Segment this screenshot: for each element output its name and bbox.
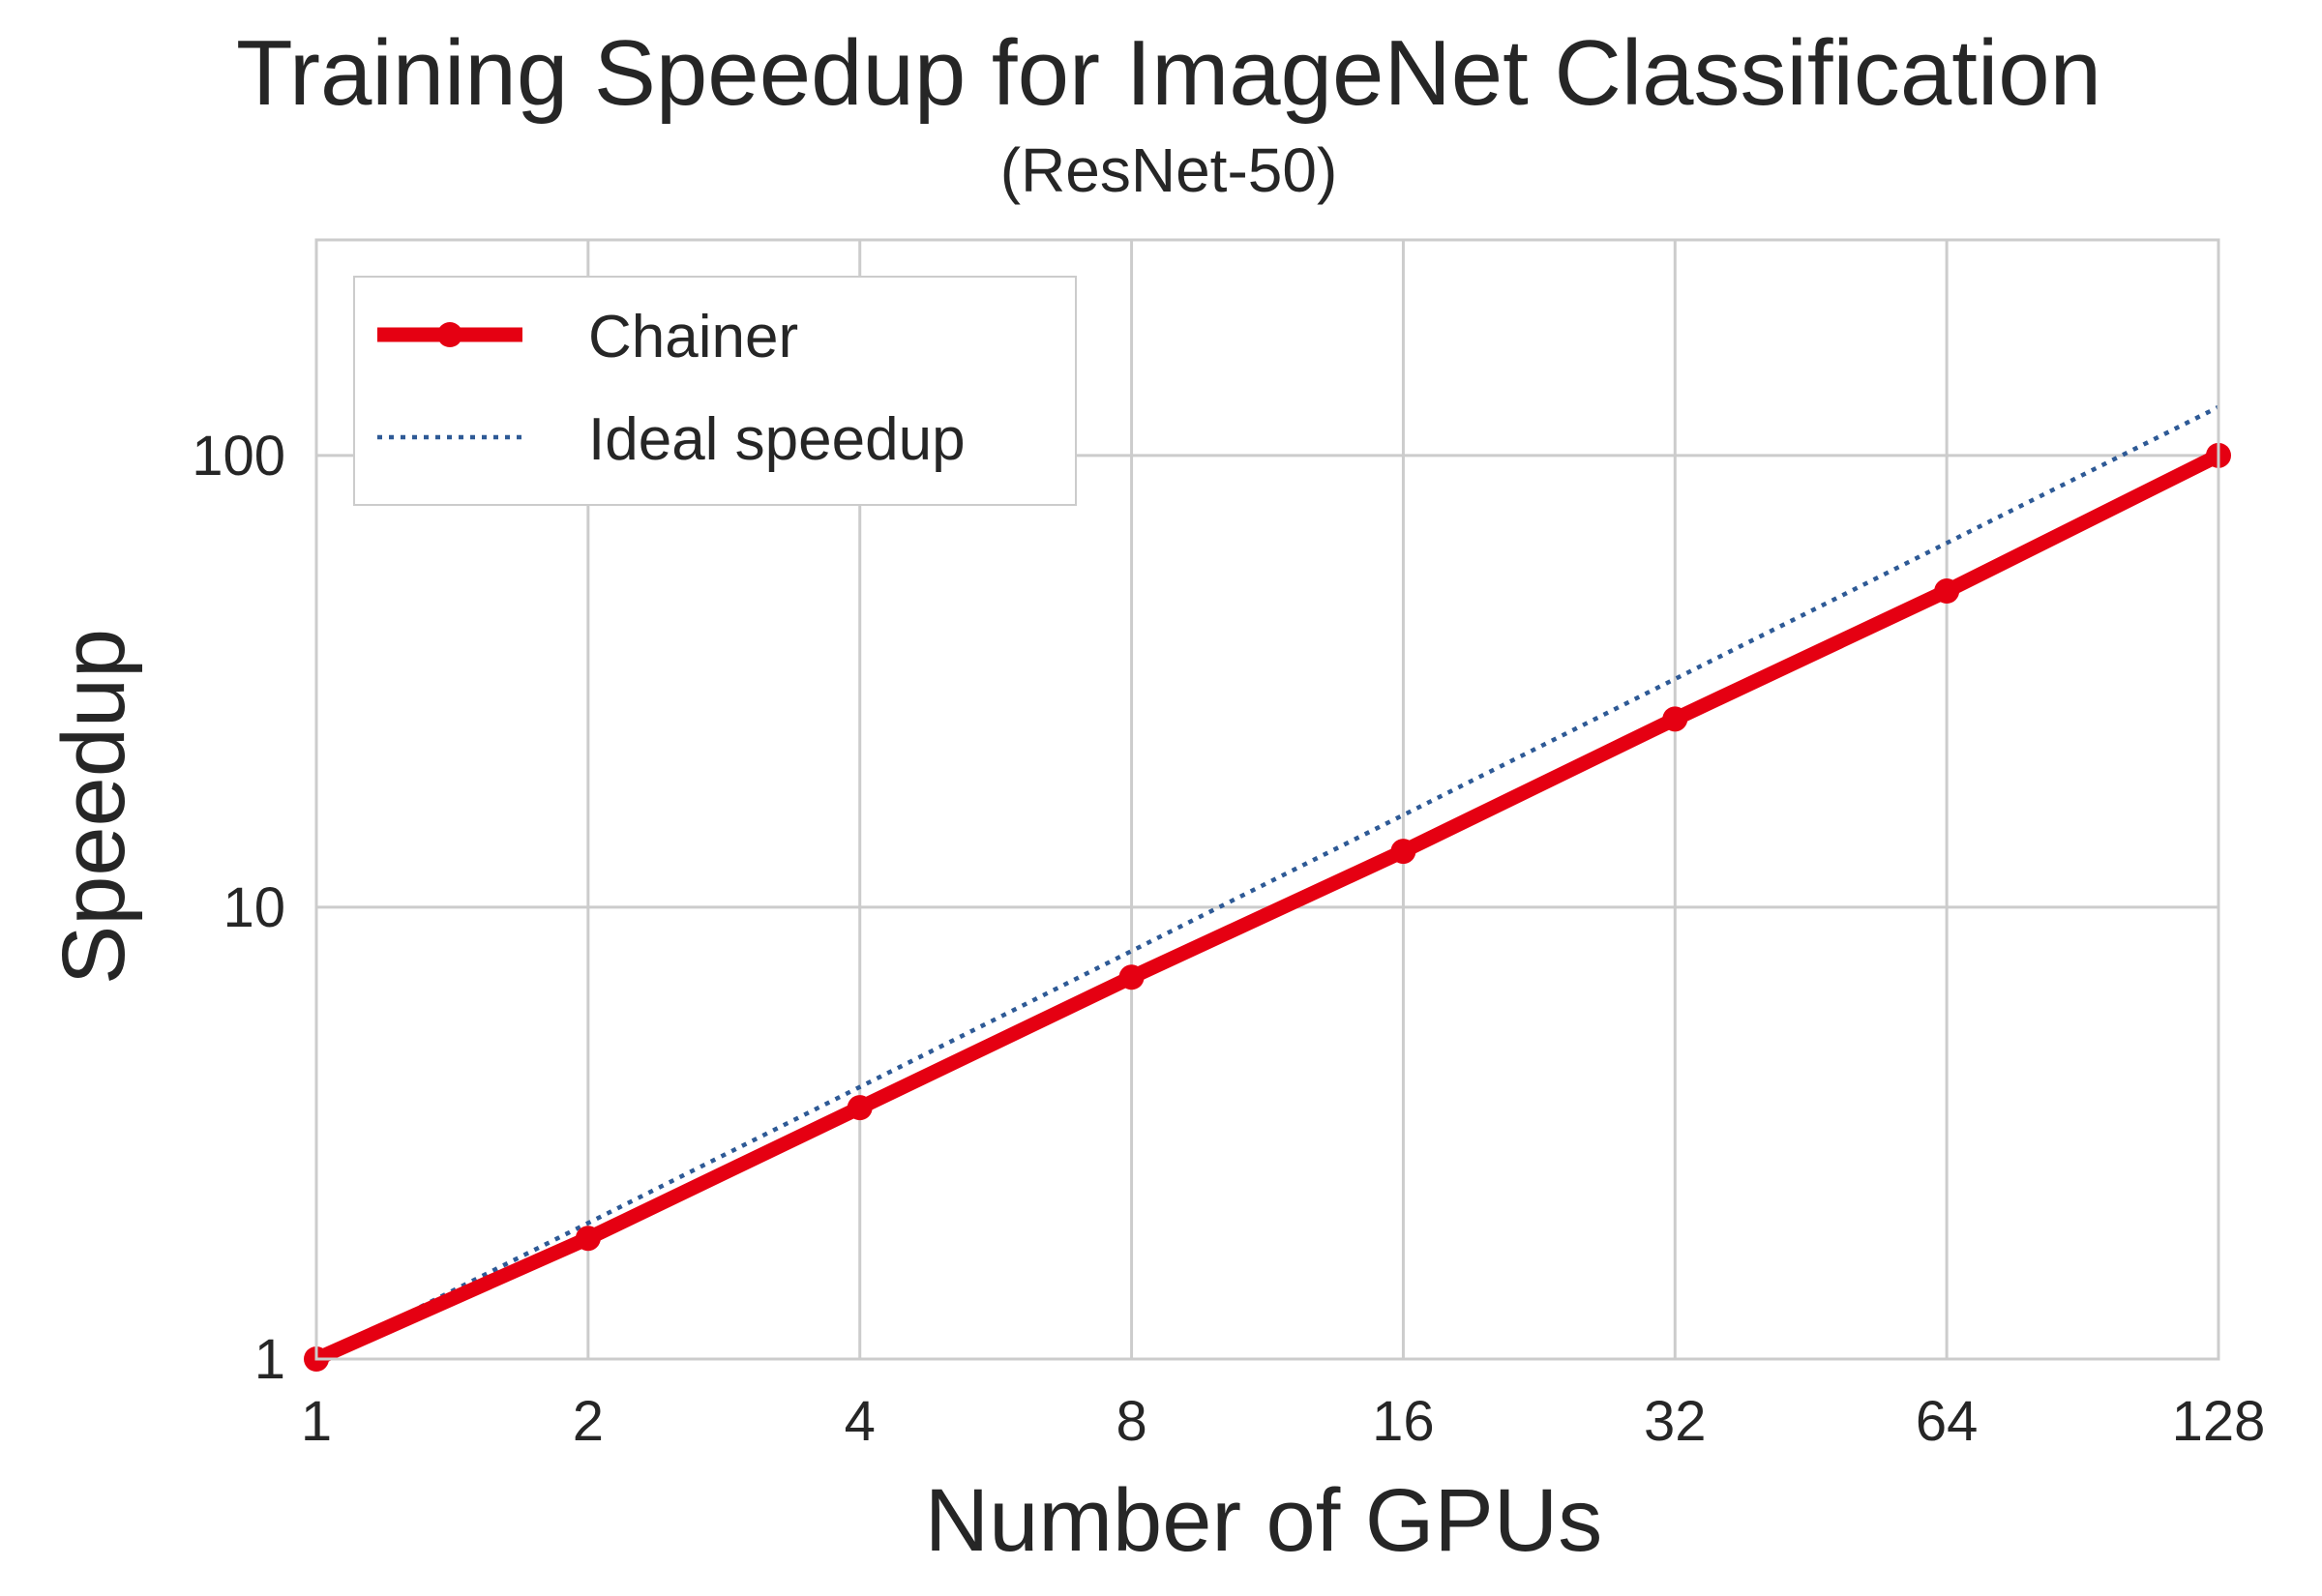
- x-tick-label: 32: [1644, 1390, 1707, 1453]
- x-axis-label: Number of GPUs: [925, 1471, 1602, 1570]
- legend-box: [353, 276, 1077, 506]
- x-tick-label: 16: [1372, 1390, 1435, 1453]
- x-tick-label: 128: [2172, 1390, 2266, 1453]
- y-tick-label: 100: [192, 425, 285, 488]
- y-axis-label: Speedup: [45, 629, 143, 985]
- series-line-ideal-speedup: [314, 404, 2220, 1362]
- x-tick-label: 2: [573, 1390, 604, 1453]
- x-tick-label: 4: [845, 1390, 876, 1453]
- y-tick-label: 1: [254, 1328, 285, 1391]
- y-tick-labels: 1 10 100: [192, 425, 285, 1391]
- chainer-point: [1390, 839, 1416, 865]
- legend-label-chainer: Chainer: [588, 304, 798, 370]
- x-tick-labels: 1 2 4 8 16 32 64 128: [301, 1390, 2266, 1453]
- chainer-point: [1118, 964, 1145, 990]
- legend-label-ideal: Ideal speedup: [588, 406, 966, 473]
- y-tick-label: 10: [223, 876, 285, 939]
- series-layer: [304, 404, 2231, 1372]
- chainer-point: [575, 1226, 601, 1252]
- legend-marker-chainer: [437, 322, 462, 347]
- x-tick-label: 8: [1116, 1390, 1146, 1453]
- plot-frame: [314, 238, 2220, 1361]
- chart-subtitle: (ResNet-50): [1000, 135, 1338, 205]
- series-line-chainer: [313, 449, 2222, 1366]
- chainer-point: [847, 1095, 873, 1121]
- chainer-point: [1662, 706, 1688, 732]
- legend: Chainer Ideal speedup: [353, 276, 1077, 506]
- chart-title: Training Speedup for ImageNet Classifica…: [236, 21, 2101, 125]
- chainer-point: [1934, 578, 1960, 605]
- x-tick-label: 1: [301, 1390, 332, 1453]
- x-tick-label: 64: [1916, 1390, 1979, 1453]
